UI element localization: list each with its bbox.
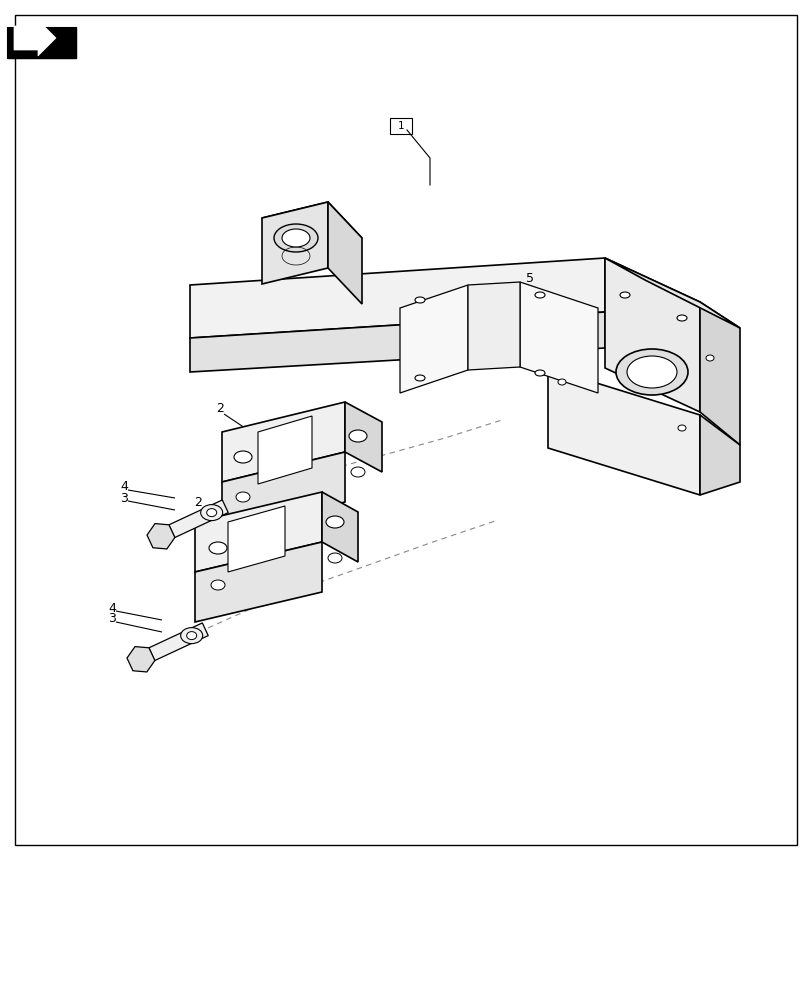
- Ellipse shape: [705, 355, 713, 361]
- Text: 2: 2: [216, 401, 224, 414]
- Polygon shape: [604, 258, 699, 412]
- Text: 3: 3: [108, 612, 116, 626]
- Bar: [8, 28, 76, 58]
- Polygon shape: [127, 647, 155, 672]
- Ellipse shape: [677, 425, 685, 431]
- Ellipse shape: [181, 628, 203, 644]
- Text: 3: 3: [120, 491, 127, 504]
- Ellipse shape: [616, 349, 687, 395]
- Ellipse shape: [211, 580, 225, 590]
- Text: 1: 1: [397, 121, 404, 131]
- Polygon shape: [262, 202, 362, 254]
- Ellipse shape: [626, 356, 676, 388]
- Ellipse shape: [676, 315, 686, 321]
- Polygon shape: [345, 402, 381, 472]
- Polygon shape: [195, 492, 322, 572]
- Ellipse shape: [534, 370, 544, 376]
- Polygon shape: [547, 368, 699, 495]
- Polygon shape: [228, 506, 285, 572]
- Ellipse shape: [534, 292, 544, 298]
- Ellipse shape: [281, 229, 310, 247]
- Ellipse shape: [557, 379, 565, 385]
- Ellipse shape: [620, 292, 629, 298]
- Polygon shape: [221, 402, 345, 482]
- Ellipse shape: [350, 467, 365, 477]
- Polygon shape: [400, 285, 467, 393]
- Ellipse shape: [236, 492, 250, 502]
- Polygon shape: [258, 416, 311, 484]
- Bar: [389, 118, 411, 134]
- Ellipse shape: [349, 430, 367, 442]
- Bar: [15, 15, 796, 845]
- Ellipse shape: [273, 224, 318, 252]
- Polygon shape: [699, 302, 739, 445]
- Polygon shape: [190, 258, 604, 338]
- Ellipse shape: [414, 375, 424, 381]
- Bar: [8, 28, 76, 58]
- Polygon shape: [262, 202, 328, 284]
- Ellipse shape: [207, 509, 217, 517]
- Polygon shape: [221, 452, 345, 532]
- Ellipse shape: [328, 553, 341, 563]
- Ellipse shape: [208, 542, 227, 554]
- Ellipse shape: [325, 516, 344, 528]
- Text: 5: 5: [526, 271, 534, 284]
- Polygon shape: [467, 282, 519, 370]
- Polygon shape: [322, 492, 358, 562]
- Ellipse shape: [234, 451, 251, 463]
- Polygon shape: [190, 312, 604, 372]
- Polygon shape: [148, 623, 208, 661]
- Polygon shape: [195, 542, 322, 622]
- Polygon shape: [147, 524, 174, 549]
- Polygon shape: [169, 500, 228, 538]
- Polygon shape: [604, 258, 739, 328]
- Text: 4: 4: [120, 481, 127, 493]
- Polygon shape: [14, 20, 56, 56]
- Polygon shape: [699, 415, 739, 495]
- Text: 2: 2: [194, 496, 202, 510]
- Ellipse shape: [187, 632, 196, 640]
- Ellipse shape: [200, 505, 222, 521]
- Ellipse shape: [414, 297, 424, 303]
- Polygon shape: [328, 202, 362, 304]
- Text: 4: 4: [108, 601, 116, 614]
- Polygon shape: [519, 282, 597, 393]
